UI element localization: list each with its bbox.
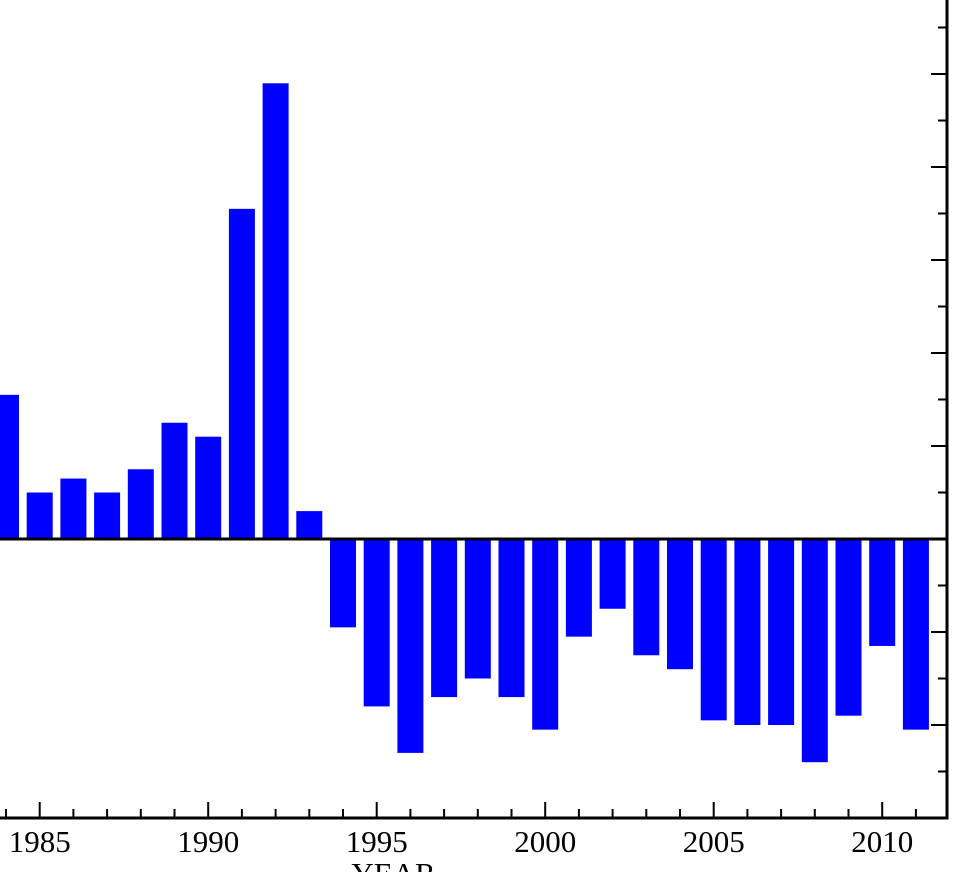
bar-1985 — [26, 492, 53, 539]
x-axis-ticks: 1985 1990 1995 2000 2005 2010 — [5, 802, 917, 859]
bar-2011 — [902, 539, 929, 730]
x-tick-label-3: 2000 — [514, 824, 576, 859]
bar-2002 — [599, 539, 626, 609]
bar-2009 — [835, 539, 862, 716]
bar-1995 — [363, 539, 390, 707]
bar-1999 — [498, 539, 525, 698]
bar-2007 — [768, 539, 795, 725]
bar-1984 — [0, 394, 19, 539]
x-tick-label-4: 2005 — [683, 824, 745, 859]
bar-2000 — [532, 539, 559, 730]
plot-frame — [0, 0, 949, 820]
x-tick-label-0: 1985 — [9, 824, 71, 859]
x-tick-label-5: 2010 — [851, 824, 913, 859]
bar-2003 — [633, 539, 660, 656]
bar-1988 — [127, 469, 154, 539]
bar-2001 — [565, 539, 592, 637]
bar-2005 — [700, 539, 727, 721]
y-axis-ticks — [931, 26, 947, 819]
bar-1993 — [296, 511, 323, 539]
bar-1992 — [262, 83, 289, 540]
bar-1986 — [60, 478, 87, 539]
bar-2006 — [734, 539, 761, 725]
bar-1991 — [228, 208, 255, 539]
x-tick-label-1: 1990 — [177, 824, 239, 859]
bar-2010 — [869, 539, 896, 646]
bar-1994 — [330, 539, 356, 628]
bar-2008 — [801, 539, 828, 763]
bar-1989 — [161, 422, 188, 539]
bar-1998 — [464, 539, 491, 679]
bar-2004 — [667, 539, 693, 670]
x-tick-label-2: 1995 — [346, 824, 408, 859]
bars-group — [0, 83, 929, 763]
bar-1990 — [195, 436, 222, 539]
bar-1996 — [397, 539, 424, 753]
bar-1987 — [94, 492, 121, 539]
bar-1997 — [431, 539, 458, 698]
x-axis-title: YEAR — [351, 856, 436, 872]
